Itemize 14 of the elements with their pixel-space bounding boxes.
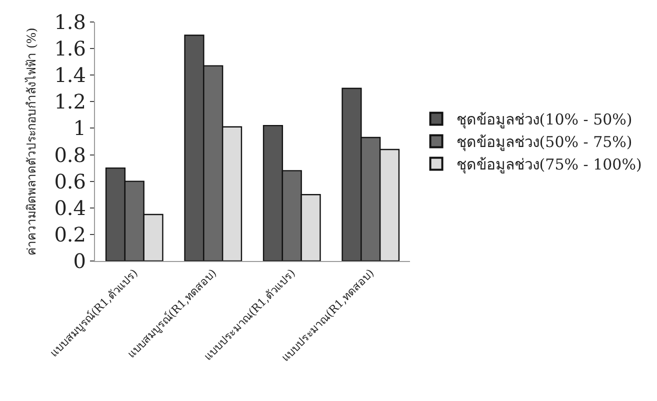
legend-label: ชุดข้อมูลช่วง(75% - 100%) <box>456 156 642 175</box>
y-tick-label: 0.8 <box>54 142 86 167</box>
y-tick-label: 1.2 <box>54 90 86 114</box>
y-tick-label: 1 <box>73 116 86 140</box>
y-tick-label: 1.8 <box>54 10 86 34</box>
y-axis-title: ค่าความผิดพลาดตัวประกอบกำลังไฟฟ้า (%) <box>24 28 38 256</box>
y-tick-label: 0.2 <box>54 222 86 246</box>
y-tick-label: 0 <box>73 249 86 273</box>
legend-label: ชุดข้อมูลช่วง(10% - 50%) <box>456 110 632 130</box>
y-tick-label: 1.6 <box>54 36 86 61</box>
legend-label: ชุดข้อมูลช่วง(50% - 75%) <box>456 133 632 152</box>
y-tick-label: 1.4 <box>54 63 86 88</box>
y-tick-label: 0.6 <box>54 169 86 194</box>
y-tick-label: 0.4 <box>54 196 86 220</box>
